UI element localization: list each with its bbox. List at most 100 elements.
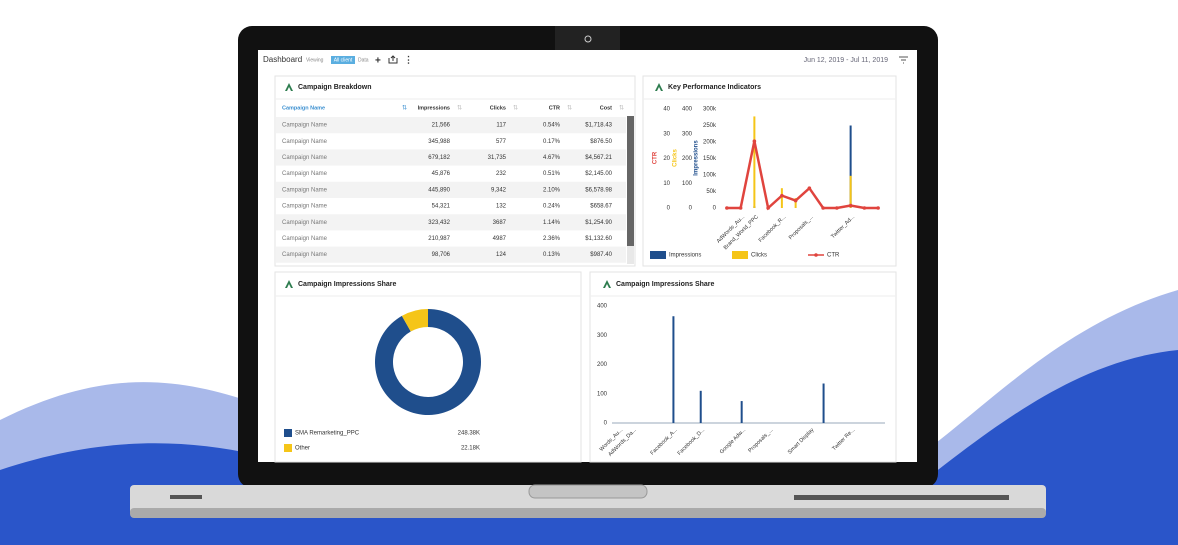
scrollbar-thumb[interactable] [627, 116, 634, 246]
cell: Campaign Name [282, 139, 328, 145]
y-tick-label: 300k [703, 107, 717, 113]
bar [699, 390, 702, 423]
point [876, 206, 880, 210]
cell: 210,987 [428, 236, 450, 242]
sort-icon[interactable]: ⇅ [513, 106, 518, 112]
laptop-lights [170, 495, 202, 499]
legend-swatch [814, 253, 818, 257]
cell: $6,578.98 [585, 187, 612, 193]
column-header: Impressions [418, 105, 450, 111]
cell: 345,988 [428, 139, 450, 145]
legend-swatch [650, 251, 666, 259]
legend-label: Impressions [669, 253, 701, 259]
panel [274, 75, 636, 267]
y-tick-label: 300 [597, 333, 608, 339]
sort-icon[interactable]: ⇅ [457, 106, 462, 112]
cell: 54,321 [432, 204, 451, 210]
laptop-hinge [528, 484, 648, 499]
filter-icon[interactable] [899, 56, 908, 64]
cell: $1,718.43 [585, 123, 612, 129]
cell: 0.51% [543, 171, 561, 177]
point [793, 198, 798, 203]
sort-icon[interactable]: ⇅ [567, 106, 572, 112]
cell: 21,566 [432, 123, 451, 129]
cell: 1.14% [543, 220, 561, 226]
panel-title: Campaign Impressions Share [616, 281, 715, 288]
bar [794, 198, 797, 208]
row-bg [276, 214, 626, 231]
cell: $2,145.00 [585, 171, 612, 177]
bar [780, 188, 783, 208]
legend-swatch [284, 429, 292, 437]
y-tick-label: 150k [703, 156, 717, 162]
axis-title: Impressions [694, 140, 700, 176]
sort-icon[interactable]: ⇅ [402, 106, 407, 112]
cell: 4.67% [543, 155, 561, 161]
row-bg [276, 149, 626, 166]
cell: 3687 [493, 220, 507, 226]
point [807, 186, 812, 190]
cell: 45,876 [432, 171, 451, 177]
cell: 0.17% [543, 139, 561, 145]
legend-value: 22.18K [461, 446, 480, 452]
legend-label: Other [295, 446, 310, 452]
date-range[interactable]: Jun 12, 2019 - Jul 11, 2019 [804, 57, 888, 64]
donut-slice [375, 309, 481, 415]
legend-label: SMA Remarketing_PPC [295, 431, 360, 437]
export-icon[interactable] [388, 55, 398, 64]
cell: Campaign Name [282, 187, 328, 193]
cell: 132 [496, 204, 507, 210]
line [726, 140, 879, 211]
header-data: Data [358, 57, 369, 63]
cell: 4987 [493, 236, 507, 242]
add-icon[interactable]: + [375, 56, 381, 67]
y-tick-label: 100 [597, 391, 608, 397]
column-header: Cost [600, 105, 612, 111]
cell: 0.24% [543, 204, 561, 210]
point [835, 206, 839, 210]
logo-icon [285, 83, 293, 91]
panel [642, 75, 897, 267]
axis-title: CTR [653, 151, 659, 164]
cell: Campaign Name [282, 236, 328, 242]
row-bg [276, 181, 626, 198]
point [780, 193, 784, 198]
cell: $1,254.90 [585, 220, 612, 226]
cell: 124 [496, 252, 507, 258]
cell: 2.36% [543, 236, 561, 242]
legend-value: 248.38K [458, 431, 480, 437]
point [766, 206, 770, 210]
y-tick-label: 30 [663, 131, 670, 137]
column-header: Campaign Name [282, 105, 325, 111]
point [725, 206, 729, 210]
axis-title: Clicks [673, 149, 679, 167]
cell: 117 [496, 123, 506, 129]
cell: 31,735 [488, 155, 507, 161]
panel-title: Campaign Impressions Share [298, 281, 397, 288]
cell: 445,890 [428, 187, 450, 193]
legend-label: CTR [827, 253, 840, 259]
cell: Campaign Name [282, 204, 328, 210]
menu-icon[interactable]: ⋮ [404, 54, 413, 64]
legend-label: Clicks [751, 253, 767, 259]
logo-icon [285, 280, 293, 288]
point [848, 203, 853, 208]
cell: Campaign Name [282, 220, 328, 226]
badge-text[interactable]: All client [334, 57, 353, 63]
header-title: Dashboard [263, 55, 302, 64]
y-tick-label: 400 [597, 304, 608, 310]
sort-icon[interactable]: ⇅ [619, 106, 624, 112]
bar [822, 383, 825, 423]
column-header: Clicks [490, 105, 506, 111]
laptop-vent [794, 495, 1009, 500]
column-header: CTR [549, 105, 560, 111]
badge[interactable] [331, 56, 355, 64]
y-tick-label: 200k [703, 140, 717, 146]
cell: $1,132.60 [585, 236, 612, 242]
camera [584, 35, 592, 43]
y-tick-label: 20 [663, 156, 670, 162]
legend-swatch [732, 251, 748, 259]
panel-title: Campaign Breakdown [298, 84, 372, 91]
cell: Campaign Name [282, 123, 328, 129]
donut-slice [401, 309, 428, 332]
